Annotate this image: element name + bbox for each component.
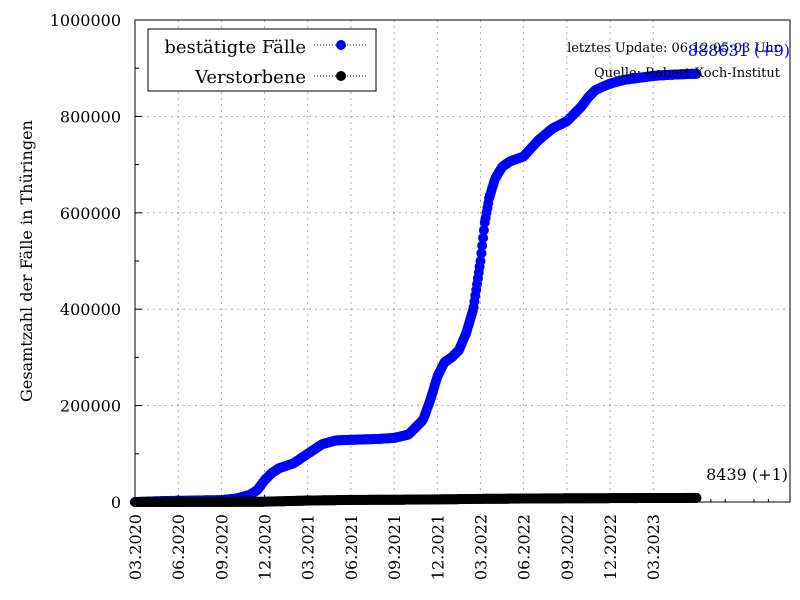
source-annotation: Quelle: Robert Koch-Institut — [594, 66, 781, 81]
series-deaths — [130, 492, 702, 507]
legend-label-deaths: Verstorbene — [194, 67, 306, 88]
cases-latest-label: 888631 (+9) — [688, 41, 790, 60]
y-tick-label: 400000 — [60, 300, 121, 319]
data-point — [477, 240, 488, 251]
x-tick-label: 09.2020 — [212, 514, 231, 580]
x-tick-label: 03.2023 — [644, 514, 663, 580]
update-annotation: letztes Update: 06.12.05:03 Uhr — [567, 41, 781, 56]
data-point — [478, 232, 489, 243]
grid — [135, 20, 790, 502]
data-series — [130, 68, 702, 507]
x-tick-label: 12.2020 — [256, 514, 275, 580]
data-point — [691, 68, 702, 79]
x-tick-label: 06.2020 — [169, 514, 188, 580]
legend-label-cases: bestätigte Fälle — [164, 37, 306, 58]
legend-box — [147, 28, 377, 92]
y-tick-label: 800000 — [60, 107, 121, 126]
legend: bestätigte Fälle Verstorbene — [147, 28, 377, 92]
legend-marker-deaths — [336, 71, 346, 81]
y-tick-label: 600000 — [60, 204, 121, 223]
x-tick-label: 03.2022 — [471, 514, 490, 580]
x-tick-label: 09.2021 — [385, 514, 404, 580]
data-point — [478, 225, 489, 236]
y-tick-label: 0 — [111, 493, 121, 512]
x-tick-label: 03.2021 — [299, 514, 318, 580]
x-tick-label: 06.2022 — [515, 514, 534, 580]
legend-marker-cases — [336, 40, 346, 50]
y-tick-label: 200000 — [60, 397, 121, 416]
x-tick-label: 09.2022 — [558, 514, 577, 580]
x-tick-label: 03.2020 — [126, 514, 145, 580]
series-line — [135, 72, 697, 503]
deaths-latest-label: 8439 (+1) — [706, 465, 788, 484]
x-tick-label: 12.2021 — [428, 514, 447, 580]
axes: 0 200000 400000 600000 800000 1000000 03.2020 0… — [50, 11, 769, 580]
y-tick-label: 1000000 — [50, 11, 121, 30]
x-tick-label: 06.2021 — [342, 514, 361, 580]
data-point — [691, 492, 702, 503]
series-cases — [130, 68, 702, 507]
y-axis-label: Gesamtzahl der Fälle in Thüringen — [17, 120, 36, 402]
data-point — [475, 256, 486, 266]
plot-frame — [134, 19, 791, 503]
x-tick-label: 12.2022 — [601, 514, 620, 580]
data-point — [476, 248, 487, 259]
